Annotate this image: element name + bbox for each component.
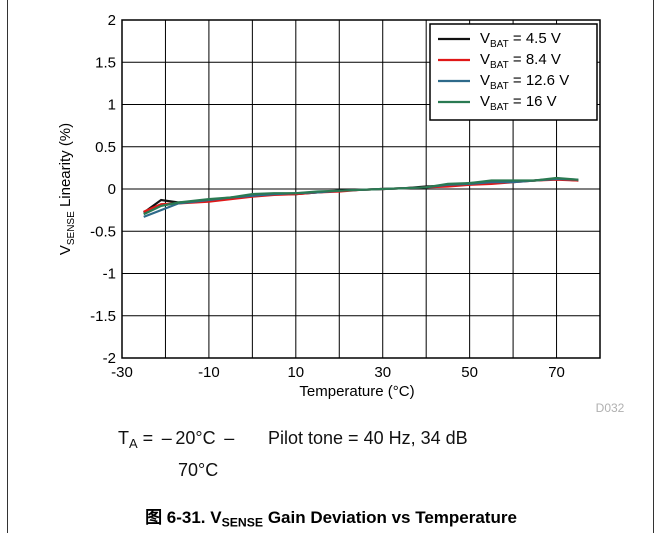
pilot-tone-condition: Pilot tone = 40 Hz, 34 dB (268, 428, 468, 448)
x-tick-label: 10 (287, 364, 304, 381)
plot-border (121, 19, 601, 359)
y-tick-label: -1.5 (90, 308, 116, 325)
ambient-temperature-upper: 70°C (178, 460, 219, 480)
x-tick-label: 30 (374, 364, 391, 381)
x-tick-label: 50 (461, 364, 478, 381)
legend-label: VBAT = 4.5 V (480, 30, 561, 50)
x-axis-label: Temperature (°C) (299, 383, 414, 400)
legend-label: VBAT = 16 V (480, 93, 557, 113)
y-axis-label: VSENSE Linearity (%) (57, 123, 77, 255)
series-lines (143, 176, 579, 218)
tick-labels: -30 -10 10 30 50 70 2 1.5 1 0.5 0 -0.5 -1 -1.5 -2 (90, 12, 565, 381)
x-tick-label: -30 (111, 364, 133, 381)
y-tick-label: -2 (103, 350, 116, 367)
y-tick-label: 2 (108, 12, 116, 29)
y-tick-label: 0.5 (95, 139, 116, 156)
figure-frame (7, 0, 654, 533)
y-tick-label: 1 (108, 97, 116, 114)
figure-caption: 图 6-31. VSENSE Gain Deviation vs Tempera… (145, 508, 517, 530)
ambient-temperature-condition: TA = – 20°C – (118, 428, 235, 451)
y-tick-label: -0.5 (90, 223, 116, 240)
y-tick-label: 0 (108, 181, 116, 198)
y-tick-label: -1 (103, 266, 116, 283)
figure-id: D032 (596, 401, 625, 415)
x-tick-label: -10 (198, 364, 220, 381)
legend-label: VBAT = 12.6 V (480, 72, 569, 92)
x-tick-label: 70 (548, 364, 565, 381)
y-tick-label: 1.5 (95, 54, 116, 71)
series-line-4 (143, 176, 579, 216)
legend-label: VBAT = 8.4 V (480, 51, 561, 71)
linearity-chart: -30 -10 10 30 50 70 2 1.5 1 0.5 0 -0.5 -1 -1.5 -2 VBAT… (57, 12, 625, 415)
